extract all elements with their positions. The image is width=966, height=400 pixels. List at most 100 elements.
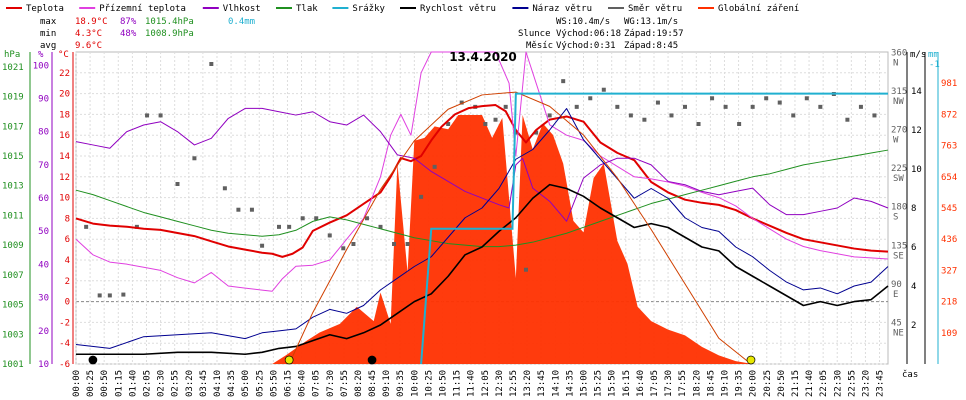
- wind-direction-point: [710, 96, 715, 101]
- percent-tick-label: 70: [38, 161, 49, 171]
- time-tick-label: 04:35: [227, 370, 237, 397]
- rad-tick-label: 327: [941, 266, 957, 276]
- wind-direction-point: [277, 224, 281, 229]
- sun-label: Slunce: [518, 29, 551, 39]
- wind-direction-point: [134, 224, 139, 229]
- hpa-tick-label: 1011: [2, 211, 24, 221]
- legend-label: Náraz větru: [532, 4, 592, 14]
- hpa-tick-label: 1007: [2, 271, 24, 281]
- stat-avg-temp: 9.6°C: [75, 41, 102, 51]
- wind-direction-point: [615, 104, 620, 109]
- time-tick-label: 07:55: [340, 370, 350, 397]
- series-n-raz-v-tru: [75, 108, 889, 349]
- wind-direction-point: [327, 233, 332, 238]
- sun-moon-marker: [284, 355, 294, 365]
- legend-label: Přízemní teplota: [99, 4, 186, 14]
- time-tick-label: 08:20: [354, 370, 364, 397]
- wind-direction-point: [107, 293, 112, 298]
- dir-tick-label: 225: [891, 164, 907, 174]
- axis-label-temp: °C: [58, 50, 69, 60]
- time-tick-label: 06:40: [298, 370, 308, 397]
- wind-direction-point: [777, 100, 782, 105]
- series-teplota: [75, 104, 889, 258]
- time-tick-label: 18:45: [706, 370, 716, 397]
- stat-min-label: min: [40, 29, 56, 39]
- wind-direction-point: [97, 293, 102, 298]
- wind-direction-point: [818, 104, 823, 109]
- axis-tick-mm: -1: [929, 60, 940, 70]
- temp-tick-label: 0: [65, 298, 70, 308]
- wind-direction-point: [432, 164, 437, 169]
- series-p-zemn-teplota: [75, 51, 889, 292]
- series-vlhkost: [75, 107, 889, 222]
- time-tick-label: 20:25: [763, 370, 773, 397]
- wind-direction-point: [804, 96, 809, 101]
- wind-direction-point: [314, 216, 319, 221]
- moon-rise: Východ:0:31: [556, 41, 616, 51]
- wind-direction-point: [222, 186, 227, 191]
- time-tick-label: 19:35: [735, 370, 745, 397]
- time-tick-label: 02:30: [157, 370, 167, 397]
- sun-moon-marker: [746, 355, 756, 365]
- wind-direction-point: [392, 242, 397, 246]
- temp-tick-label: 12: [59, 173, 70, 183]
- series-radiation-area: [76, 114, 888, 365]
- dir-tick-label: 360: [891, 48, 907, 58]
- dir-tick-name: SW: [893, 174, 904, 184]
- time-tick-label: 10:25: [424, 370, 434, 397]
- wind-direction-point: [669, 113, 674, 118]
- time-tick-label: 12:05: [481, 370, 491, 397]
- temp-tick-label: -2: [59, 318, 70, 328]
- time-tick-label: 09:35: [396, 370, 406, 397]
- wind-direction-point: [405, 242, 410, 246]
- time-tick-label: 04:10: [213, 370, 223, 397]
- time-tick-label: 23:20: [861, 370, 871, 397]
- wind-direction-point: [845, 117, 850, 122]
- stats-block: max 18.9°C 87% 1015.4hPa 0.4mm min 4.3°C…: [40, 17, 255, 51]
- legend-label: Rychlost větru: [420, 4, 496, 14]
- rad-tick-label: 654: [941, 173, 957, 183]
- percent-tick-label: 80: [38, 128, 49, 138]
- time-tick-label: 13:45: [537, 370, 547, 397]
- hpa-tick-label: 1019: [2, 93, 24, 103]
- moon-label: Měsíc: [526, 41, 553, 51]
- time-tick-label: 13:20: [523, 370, 533, 397]
- rad-tick-label: 218: [941, 298, 957, 308]
- temp-tick-label: 22: [59, 69, 70, 79]
- sun-moon-marker: [367, 355, 377, 365]
- dir-tick-name: NE: [893, 328, 904, 338]
- time-tick-label: 02:05: [142, 370, 152, 397]
- hpa-tick-label: 1001: [2, 360, 24, 370]
- wind-direction-point: [655, 100, 660, 105]
- hpa-tick-label: 1009: [2, 241, 24, 251]
- time-tick-label: 00:50: [100, 370, 110, 397]
- wind-direction-point: [419, 194, 424, 199]
- dir-tick-name: SE: [893, 251, 904, 261]
- axis-label-mm: mm: [928, 50, 939, 60]
- time-tick-label: 21:15: [791, 370, 801, 397]
- wind-direction-point: [737, 122, 742, 126]
- temp-tick-label: -4: [59, 339, 70, 349]
- hpa-tick-label: 1017: [2, 122, 24, 132]
- time-tick-label: 09:10: [382, 370, 392, 397]
- temp-tick-label: 14: [59, 152, 70, 162]
- time-tick-label: 12:30: [495, 370, 505, 397]
- wind-direction-point: [158, 113, 163, 118]
- time-tick-label: 10:50: [439, 370, 449, 397]
- temp-tick-label: 18: [59, 110, 70, 120]
- axis-label-time: čas: [902, 369, 918, 380]
- wind-direction-point: [493, 117, 498, 122]
- time-tick-label: 07:30: [326, 370, 336, 397]
- temp-tick-label: -6: [59, 360, 70, 370]
- time-tick-label: 15:25: [594, 370, 604, 397]
- dir-tick-label: 180: [891, 203, 907, 213]
- time-tick-label: 17:05: [650, 370, 660, 397]
- hpa-tick-label: 1013: [2, 182, 24, 192]
- time-tick-label: 00:00: [72, 370, 82, 397]
- stat-avg-label: avg: [40, 41, 56, 51]
- wind-direction-point: [574, 104, 579, 109]
- ms-tick-label: 8: [911, 204, 916, 214]
- wind-direction-point: [121, 292, 126, 297]
- stat-max-press: 1015.4hPa: [145, 17, 194, 27]
